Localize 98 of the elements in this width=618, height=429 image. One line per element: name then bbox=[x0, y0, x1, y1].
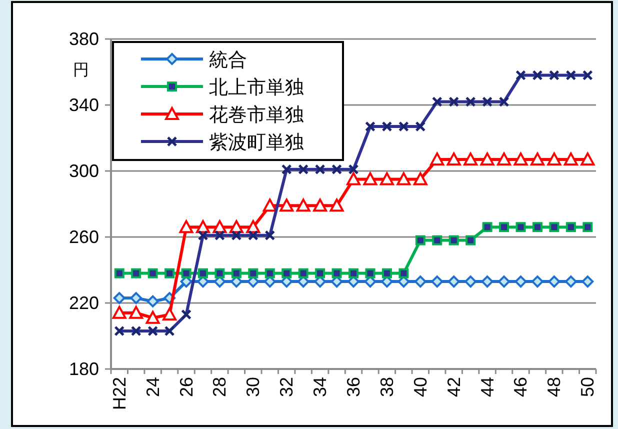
x-tick-label: 34 bbox=[310, 377, 330, 398]
y-tick-label: 380 bbox=[68, 29, 99, 49]
point bbox=[280, 198, 294, 212]
point bbox=[465, 96, 476, 107]
point bbox=[130, 292, 142, 304]
point bbox=[146, 295, 159, 308]
y-tick-label: 220 bbox=[68, 293, 99, 313]
point bbox=[196, 220, 210, 234]
x-tick-label: 24 bbox=[142, 377, 163, 398]
point bbox=[229, 220, 244, 234]
point bbox=[264, 230, 276, 241]
point bbox=[566, 70, 576, 81]
point bbox=[231, 230, 242, 241]
point bbox=[330, 198, 344, 212]
point bbox=[332, 164, 342, 175]
point bbox=[448, 276, 460, 288]
point bbox=[262, 198, 277, 212]
point bbox=[212, 220, 227, 234]
point bbox=[414, 276, 426, 288]
point bbox=[246, 220, 260, 234]
point bbox=[547, 152, 562, 166]
point bbox=[164, 326, 175, 336]
point bbox=[564, 276, 577, 288]
point bbox=[380, 172, 394, 186]
legend-label: 花巻市単独 bbox=[209, 104, 304, 126]
point bbox=[198, 230, 208, 241]
point bbox=[480, 152, 494, 166]
point bbox=[214, 230, 225, 241]
x-tick-label: 44 bbox=[477, 377, 498, 398]
point bbox=[514, 152, 528, 166]
point bbox=[482, 96, 493, 107]
point bbox=[382, 121, 392, 132]
point bbox=[146, 310, 160, 324]
x-tick-label: 48 bbox=[544, 377, 564, 398]
point bbox=[348, 164, 359, 175]
point bbox=[432, 96, 442, 107]
y-tick-label: 260 bbox=[68, 227, 99, 247]
point bbox=[112, 306, 126, 319]
point bbox=[430, 152, 444, 166]
x-tick-label: 42 bbox=[444, 377, 464, 398]
point bbox=[531, 276, 544, 288]
legend-label: 北上市単独 bbox=[209, 76, 304, 98]
legend-label: 紫波町単独 bbox=[209, 132, 304, 154]
x-tick-label: 28 bbox=[210, 377, 230, 398]
point bbox=[114, 326, 125, 336]
point bbox=[464, 152, 478, 166]
point bbox=[413, 172, 428, 186]
x-tick-label: 36 bbox=[344, 377, 364, 398]
x-tick-label: 32 bbox=[276, 377, 297, 398]
point bbox=[481, 276, 494, 288]
x-tick-label: H22 bbox=[109, 377, 130, 410]
point bbox=[314, 164, 326, 175]
x-tick-label: 26 bbox=[176, 377, 196, 398]
point bbox=[346, 172, 360, 186]
point bbox=[564, 152, 578, 166]
x-tick-label: 40 bbox=[410, 377, 430, 398]
point bbox=[497, 152, 512, 166]
x-tick-label: 30 bbox=[243, 377, 264, 398]
point bbox=[514, 276, 527, 288]
point bbox=[148, 326, 158, 336]
point bbox=[415, 121, 426, 132]
point bbox=[582, 276, 594, 288]
point bbox=[181, 309, 192, 320]
point bbox=[431, 276, 444, 288]
point bbox=[179, 220, 194, 234]
point bbox=[580, 152, 595, 166]
point bbox=[130, 326, 142, 336]
y-tick-label: 300 bbox=[68, 161, 99, 181]
point bbox=[446, 152, 461, 166]
y-tick-label: 180 bbox=[68, 359, 99, 379]
x-tick-label: 50 bbox=[578, 377, 598, 398]
point bbox=[398, 121, 409, 132]
point bbox=[515, 70, 526, 81]
point bbox=[448, 96, 460, 107]
point bbox=[281, 164, 292, 175]
point bbox=[396, 172, 411, 186]
point bbox=[498, 276, 510, 288]
point bbox=[532, 70, 543, 81]
point bbox=[113, 292, 126, 304]
point bbox=[498, 96, 510, 107]
x-tick-label: 46 bbox=[510, 377, 531, 398]
point bbox=[162, 308, 177, 321]
point bbox=[296, 198, 310, 212]
point bbox=[248, 230, 258, 241]
point bbox=[363, 172, 378, 186]
point bbox=[530, 152, 544, 166]
point bbox=[464, 276, 477, 288]
legend-label: 統合 bbox=[209, 50, 247, 71]
point bbox=[548, 276, 560, 288]
point bbox=[129, 306, 144, 319]
point bbox=[548, 70, 560, 81]
point bbox=[582, 70, 593, 81]
point bbox=[364, 121, 376, 132]
y-axis-title: 円 bbox=[73, 62, 89, 79]
point bbox=[313, 198, 328, 212]
point bbox=[298, 164, 309, 175]
y-tick-label: 340 bbox=[68, 95, 99, 115]
x-tick-label: 38 bbox=[376, 377, 397, 398]
